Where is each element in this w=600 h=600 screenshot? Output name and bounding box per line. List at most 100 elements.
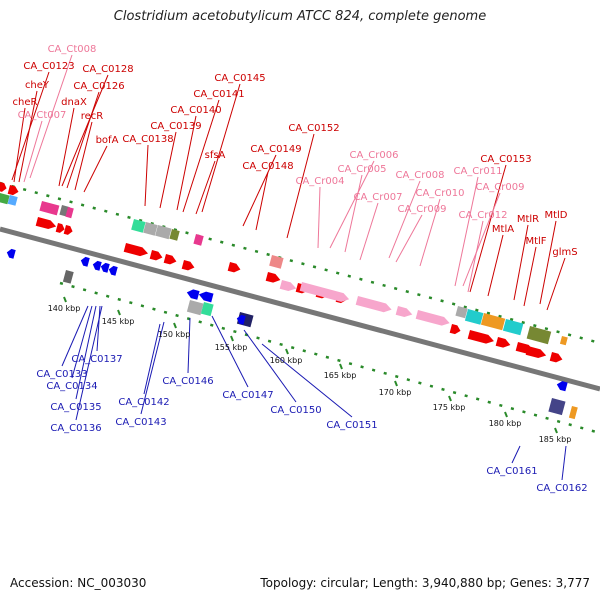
feature-block bbox=[155, 225, 172, 240]
gene-label: CA_C0139 bbox=[150, 121, 201, 132]
gene-label: dnaX bbox=[61, 97, 87, 108]
leader-line bbox=[176, 115, 197, 211]
gene-label: CA_Cr009 bbox=[397, 204, 446, 215]
gene-label: CA_Cr012 bbox=[458, 210, 507, 221]
scale-tick bbox=[448, 395, 452, 402]
gene-label: CA_C0143 bbox=[115, 417, 166, 428]
forward-gene-arrow bbox=[525, 346, 547, 359]
leader-line bbox=[454, 176, 479, 287]
reverse-gene-arrow bbox=[198, 291, 214, 303]
genome-backbone bbox=[0, 181, 600, 435]
feature-block bbox=[568, 406, 578, 420]
feature-block bbox=[186, 300, 204, 316]
leader-line bbox=[143, 323, 161, 395]
leader-line bbox=[359, 202, 379, 261]
forward-gene-arrow bbox=[265, 272, 281, 283]
leader-line bbox=[75, 305, 97, 400]
feature-block bbox=[559, 336, 568, 346]
leader-line bbox=[66, 91, 100, 189]
feature-block bbox=[464, 309, 484, 325]
scale-tick bbox=[554, 427, 558, 434]
gene-label: CA_Cr007 bbox=[353, 192, 402, 203]
leader-line bbox=[61, 74, 109, 187]
scale-tick-label: 180 kbp bbox=[489, 419, 522, 428]
forward-gene-arrow bbox=[55, 223, 65, 233]
scale-tick-label: 155 kbp bbox=[215, 343, 248, 352]
leader-line bbox=[75, 305, 103, 421]
scale-tick-label: 145 kbp bbox=[102, 317, 135, 326]
leader-line bbox=[286, 133, 315, 239]
leader-line bbox=[462, 192, 501, 287]
rna-gene-arrow bbox=[415, 310, 450, 326]
gene-label: CA_C0153 bbox=[480, 154, 531, 165]
forward-gene-arrow bbox=[63, 225, 73, 235]
leader-line bbox=[144, 144, 149, 207]
reverse-gene-arrow bbox=[236, 314, 246, 325]
rna-gene-arrow bbox=[279, 280, 297, 292]
leader-line bbox=[13, 107, 26, 183]
gene-label: CA_C0161 bbox=[486, 466, 537, 477]
gene-label: CA_C0152 bbox=[288, 123, 339, 134]
gene-label: MtlD bbox=[544, 210, 567, 221]
gene-label: cheR bbox=[13, 97, 38, 108]
leader-line bbox=[419, 198, 441, 267]
forward-gene-arrow bbox=[181, 260, 195, 271]
gene-label: CA_C0135 bbox=[50, 402, 101, 413]
leader-line bbox=[23, 120, 43, 183]
rna-gene-arrow bbox=[355, 296, 392, 313]
scale-tick-label: 165 kbp bbox=[324, 371, 357, 380]
gene-arrows bbox=[0, 182, 568, 392]
gene-label: CA_C0134 bbox=[46, 381, 97, 392]
scale-tick-label: 140 kbp bbox=[48, 304, 81, 313]
dotted-track-bottom bbox=[59, 281, 600, 435]
reverse-gene-arrow bbox=[80, 256, 90, 267]
scale-tick-label: 185 kbp bbox=[539, 435, 572, 444]
forward-gene-arrow bbox=[163, 254, 177, 265]
forward-gene-arrow bbox=[149, 250, 163, 261]
gene-label: MtlR bbox=[517, 214, 539, 225]
feature-block bbox=[455, 305, 468, 319]
gene-label: CA_C0151 bbox=[326, 420, 377, 431]
gene-label: bofA bbox=[96, 135, 119, 146]
leader-line bbox=[539, 220, 557, 305]
leader-line bbox=[546, 257, 566, 311]
gene-label: CA_Cr006 bbox=[349, 150, 398, 161]
gene-label: CA_C0137 bbox=[71, 354, 122, 365]
gene-label: CA_C0145 bbox=[214, 73, 265, 84]
leader-line bbox=[74, 121, 93, 191]
feature-block bbox=[200, 302, 214, 317]
gene-label: CA_C0126 bbox=[73, 81, 124, 92]
gene-label: CA_Cr011 bbox=[453, 166, 502, 177]
leader-line bbox=[261, 343, 353, 418]
leader-line bbox=[201, 83, 241, 213]
leader-line bbox=[511, 445, 521, 464]
forward-gene-arrow bbox=[0, 182, 7, 192]
leader-line bbox=[561, 445, 567, 481]
gene-label: CA_Cr009 bbox=[475, 182, 524, 193]
leader-line bbox=[395, 214, 423, 263]
leader-line bbox=[255, 171, 269, 231]
feature-block bbox=[0, 193, 10, 205]
gene-label: CA_C0123 bbox=[23, 61, 74, 72]
gene-label: CA_C0146 bbox=[162, 376, 213, 387]
gene-label: CA_C0133 bbox=[36, 369, 87, 380]
reverse-gene-arrow bbox=[186, 289, 200, 300]
gene-label: CA_Cr005 bbox=[337, 164, 386, 175]
scale-tick-label: 150 kbp bbox=[158, 330, 191, 339]
scale-tick bbox=[394, 380, 398, 387]
gene-label: CA_C0140 bbox=[170, 105, 221, 116]
scale-tick-label: 160 kbp bbox=[270, 356, 303, 365]
forward-gene-arrow bbox=[123, 243, 149, 257]
accession-text: Accession: NC_003030 bbox=[10, 576, 147, 590]
leader-line bbox=[159, 131, 177, 209]
gene-label: CA_C0128 bbox=[82, 64, 133, 75]
forward-gene-arrow bbox=[495, 337, 511, 348]
leader-line bbox=[83, 145, 108, 193]
feature-block bbox=[193, 234, 204, 246]
map-title: Clostridium acetobutylicum ATCC 824, com… bbox=[113, 9, 487, 24]
backbone-line bbox=[0, 226, 600, 392]
reverse-gene-arrow bbox=[108, 265, 118, 276]
leader-line bbox=[469, 164, 507, 293]
feature-block bbox=[548, 398, 566, 416]
